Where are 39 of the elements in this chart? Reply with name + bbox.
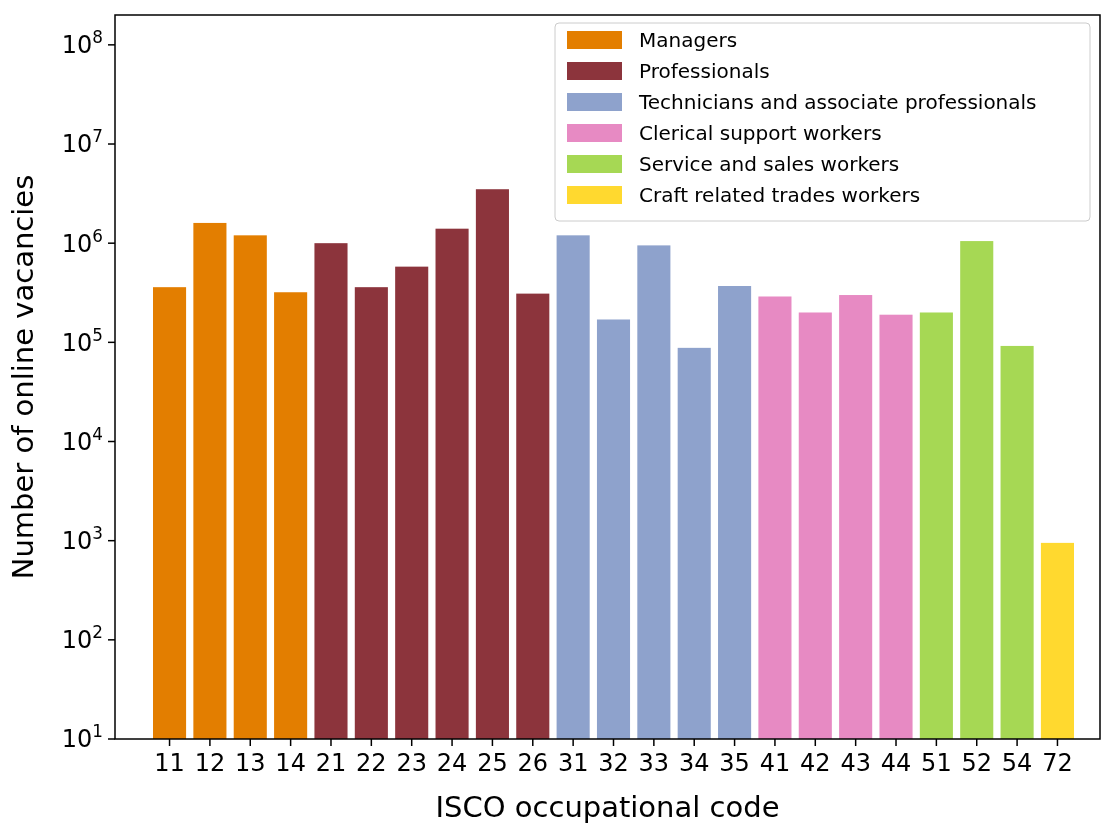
x-tick-label: 12 [194, 749, 226, 777]
x-tick-label: 26 [517, 749, 549, 777]
x-tick-label: 41 [759, 749, 791, 777]
x-tick-label: 44 [880, 749, 912, 777]
y-tick-label: 10$^{8}$ [61, 27, 103, 60]
y-axis-title: Number of online vacancies [6, 174, 40, 580]
x-tick-label: 32 [598, 749, 629, 777]
x-tick-label: 52 [961, 749, 993, 777]
y-tick-label: 10$^{6}$ [61, 225, 103, 258]
y-tick-label: 10$^{4}$ [61, 423, 103, 456]
x-tick-label: 24 [436, 749, 468, 777]
y-tick-label: 10$^{2}$ [61, 622, 103, 655]
x-tick-label: 23 [396, 749, 427, 777]
y-tick-label: 10$^{5}$ [61, 324, 103, 357]
x-tick-label: 25 [477, 749, 508, 777]
x-tick-label: 43 [840, 749, 871, 777]
x-axis-title: ISCO occupational code [435, 790, 780, 824]
x-tick-label: 14 [275, 749, 306, 777]
legend-label: Clerical support workers [639, 121, 882, 145]
x-tick-label: 35 [719, 749, 750, 777]
legend-label: Managers [639, 28, 738, 52]
x-tick-label: 11 [154, 749, 185, 777]
legend-label: Professionals [639, 59, 770, 83]
y-tick-label: 10$^{3}$ [61, 523, 103, 556]
x-tick-label: 33 [638, 749, 670, 777]
x-tick-label: 54 [1001, 749, 1033, 777]
x-tick-label: 34 [678, 749, 710, 777]
legend-label: Craft related trades workers [639, 183, 921, 207]
y-tick-label: 10$^{1}$ [61, 721, 103, 754]
legend-label: Technicians and associate professionals [638, 90, 1037, 114]
x-tick-label: 51 [921, 749, 952, 777]
x-tick-label: 31 [557, 749, 589, 777]
y-tick-label: 10$^{7}$ [61, 126, 103, 159]
x-tick-label: 13 [234, 749, 266, 777]
x-tick-label: 72 [1042, 749, 1073, 777]
x-tick-label: 22 [356, 749, 387, 777]
x-tick-label: 42 [800, 749, 831, 777]
legend-label: Service and sales workers [639, 152, 900, 176]
x-tick-label: 21 [315, 749, 347, 777]
